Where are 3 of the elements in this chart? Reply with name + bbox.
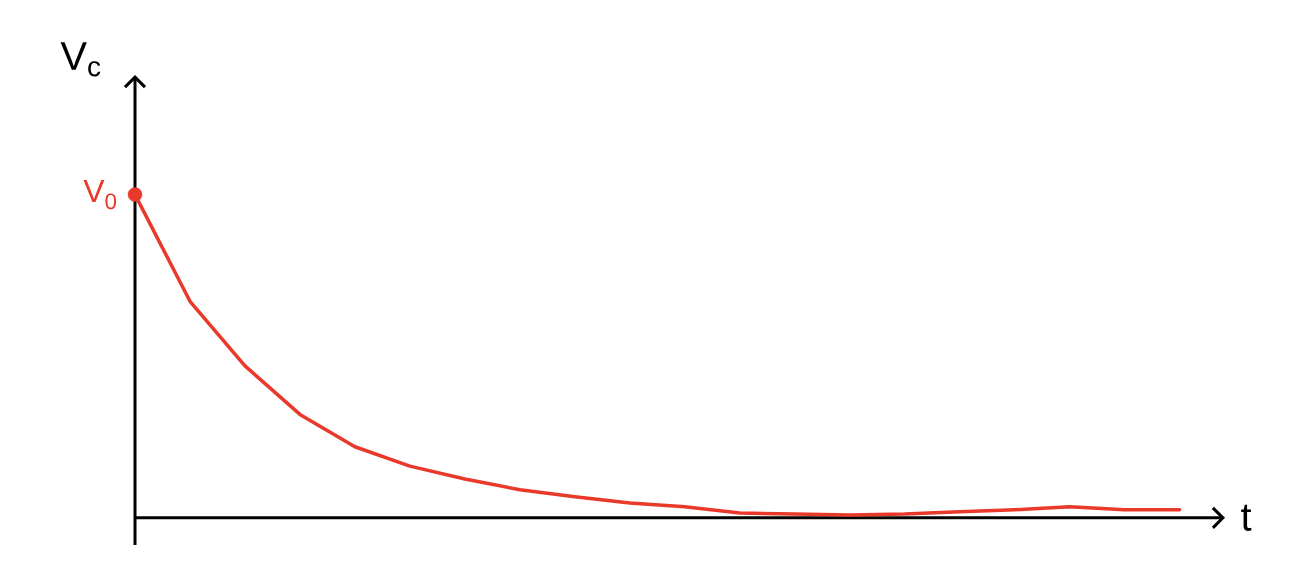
y-axis-title: V$_{c}$: [60, 42, 101, 77]
text: V$_{0}$: [83, 180, 117, 210]
x-axis-title: t: [1241, 504, 1252, 531]
